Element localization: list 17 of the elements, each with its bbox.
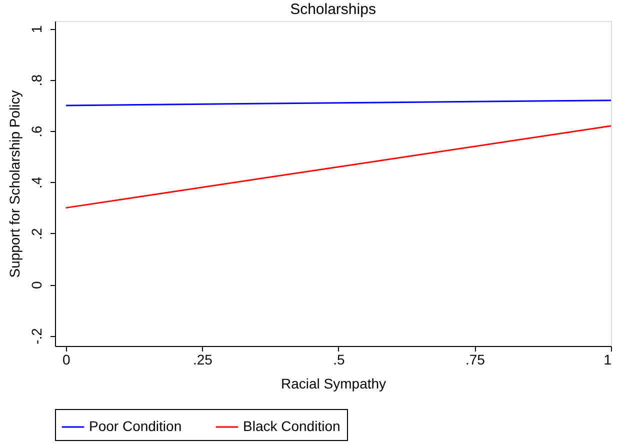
x-tick-label: .5	[333, 352, 345, 368]
y-tick-label: 1	[28, 25, 44, 34]
chart-title: Scholarships	[290, 1, 376, 18]
x-tick-label: .25	[192, 352, 213, 368]
y-tick-label: .6	[28, 125, 44, 138]
y-tick-label: 0	[28, 280, 44, 289]
x-tick-label: .75	[465, 352, 486, 368]
x-axis-title: Racial Sympathy	[280, 376, 386, 392]
y-tick-label: -.2	[28, 328, 44, 344]
legend-label: Poor Condition	[89, 418, 182, 434]
y-tick-label: .2	[28, 228, 44, 240]
y-tick-label: .8	[28, 74, 44, 86]
y-axis-title: Support for Scholarship Policy	[6, 90, 22, 278]
x-tick-label: 1	[604, 352, 612, 368]
legend-label: Black Condition	[243, 418, 340, 434]
y-tick-label: .4	[28, 176, 44, 189]
x-tick-label: 0	[62, 352, 71, 368]
